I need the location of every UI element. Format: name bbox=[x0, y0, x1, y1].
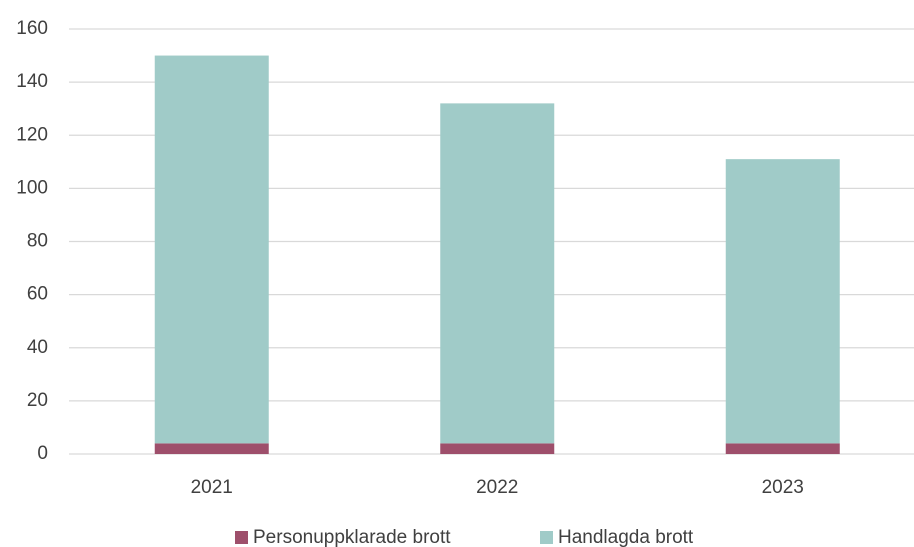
bar-segment bbox=[725, 443, 840, 454]
bar-segment bbox=[154, 443, 269, 454]
y-tick-label: 0 bbox=[37, 443, 48, 464]
x-tick-label: 2021 bbox=[191, 477, 233, 498]
bar-segment bbox=[154, 55, 269, 444]
legend-label: Personuppklarade brott bbox=[253, 527, 451, 547]
legend-swatch bbox=[235, 531, 248, 544]
y-tick-label: 140 bbox=[16, 71, 48, 92]
y-tick-label: 20 bbox=[27, 390, 48, 411]
y-tick-label: 60 bbox=[27, 284, 48, 305]
y-tick-label: 40 bbox=[27, 337, 48, 358]
bar-segment bbox=[440, 443, 555, 454]
legend-label: Handlagda brott bbox=[558, 527, 694, 547]
bar-segment bbox=[725, 159, 840, 444]
y-tick-label: 160 bbox=[16, 18, 48, 39]
x-tick-label: 2023 bbox=[762, 477, 804, 498]
bar-segment bbox=[440, 103, 555, 444]
y-tick-label: 80 bbox=[27, 231, 48, 252]
y-tick-label: 120 bbox=[16, 124, 48, 145]
y-tick-label: 100 bbox=[16, 177, 48, 198]
x-tick-label: 2022 bbox=[476, 477, 518, 498]
legend-swatch bbox=[540, 531, 553, 544]
